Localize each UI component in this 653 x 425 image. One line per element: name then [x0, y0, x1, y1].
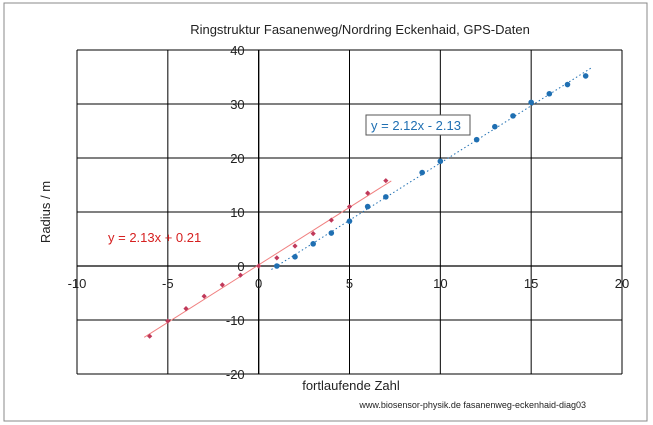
data-point: [383, 194, 389, 200]
x-tick-label: 15: [524, 276, 538, 291]
data-point: [274, 263, 280, 269]
y-tick-label: -20: [226, 367, 245, 382]
data-point: [528, 99, 534, 106]
data-point: [310, 241, 316, 247]
data-point: [473, 136, 480, 143]
data-point: [564, 81, 571, 88]
y-tick-label: 40: [230, 43, 244, 58]
data-point: [346, 204, 353, 210]
x-tick-label: 5: [346, 276, 353, 291]
data-point: [256, 263, 262, 269]
data-point: [328, 230, 335, 236]
data-point: [274, 255, 280, 261]
x-tick-label: 10: [433, 276, 447, 291]
trendline-label: y = 2.13x + 0.21: [108, 230, 201, 245]
trendline-1: [271, 67, 592, 270]
data-point: [437, 158, 444, 165]
data-point: [292, 243, 298, 249]
data-point: [492, 123, 498, 130]
data-point: [165, 318, 171, 324]
y-tick-label: 30: [230, 97, 244, 112]
plot-area: -10 -5 0 5 10 15 20 -20 -10 0 10 20 30 40 y = 2.13x + …: [68, 43, 630, 382]
data-point: [237, 272, 244, 278]
x-tick-label: -10: [68, 276, 87, 291]
trendline-label-box: [365, 114, 471, 136]
y-tick-label: 0: [237, 259, 244, 274]
credit-text: www.biosensor-physik.de fasanenweg-ecken…: [358, 400, 586, 410]
x-axis-label: fortlaufende Zahl: [302, 378, 400, 393]
chart-title: Ringstruktur Fasanenweg/Nordring Eckenha…: [190, 22, 530, 37]
data-point: [419, 169, 425, 176]
data-point: [383, 178, 389, 184]
x-tick-label: -5: [162, 276, 174, 291]
data-point: [546, 90, 553, 97]
y-tick-label: 20: [230, 151, 244, 166]
y-tick-label: -10: [226, 313, 245, 328]
x-tick-label: 20: [615, 276, 629, 291]
trendline-label: y = 2.12x - 2.13: [371, 118, 461, 133]
data-point: [582, 73, 589, 79]
data-point: [147, 333, 153, 339]
data-point: [365, 190, 371, 196]
data-point: [292, 254, 298, 260]
data-point: [364, 203, 371, 210]
data-point: [310, 231, 316, 237]
data-point: [510, 113, 516, 119]
data-point: [328, 217, 334, 223]
data-point: [346, 218, 353, 224]
y-axis-label: Radius / m: [38, 181, 53, 243]
x-tick-label: 0: [255, 276, 262, 291]
data-point: [219, 282, 225, 288]
y-tick-label: 10: [230, 205, 244, 220]
data-point: [201, 293, 207, 299]
data-point: [183, 306, 189, 312]
